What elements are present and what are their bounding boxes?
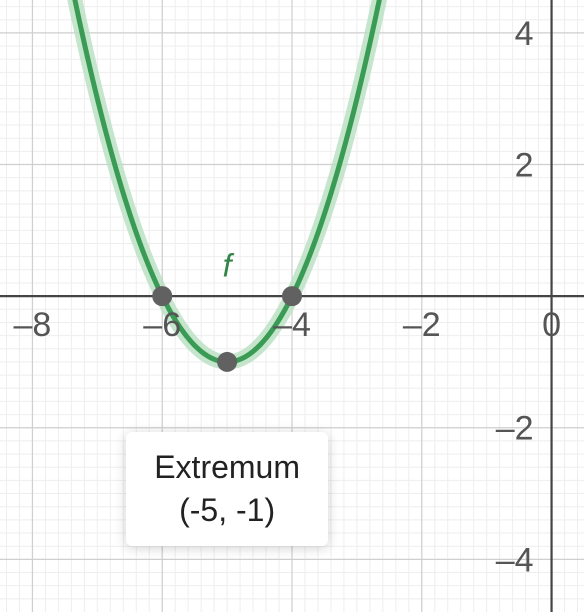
y-tick-label: –4 (496, 541, 534, 579)
x-tick-label: –2 (403, 306, 441, 344)
y-tick-label: –2 (496, 410, 534, 448)
point[interactable] (282, 286, 302, 306)
x-tick-label: 0 (542, 306, 561, 344)
y-tick-label: 4 (515, 15, 534, 53)
tooltip-coords: (-5, -1) (154, 489, 300, 532)
point[interactable] (217, 352, 237, 372)
tooltip-title: Extremum (154, 446, 300, 489)
x-tick-label: –6 (143, 306, 181, 344)
x-tick-label: –4 (273, 306, 311, 344)
y-tick-label: 2 (515, 147, 534, 185)
x-tick-label: –8 (14, 306, 52, 344)
chart-container: f–8–6–4–20–4–224 Extremum (-5, -1) (0, 0, 584, 612)
point[interactable] (152, 286, 172, 306)
extremum-tooltip: Extremum (-5, -1) (126, 432, 328, 546)
